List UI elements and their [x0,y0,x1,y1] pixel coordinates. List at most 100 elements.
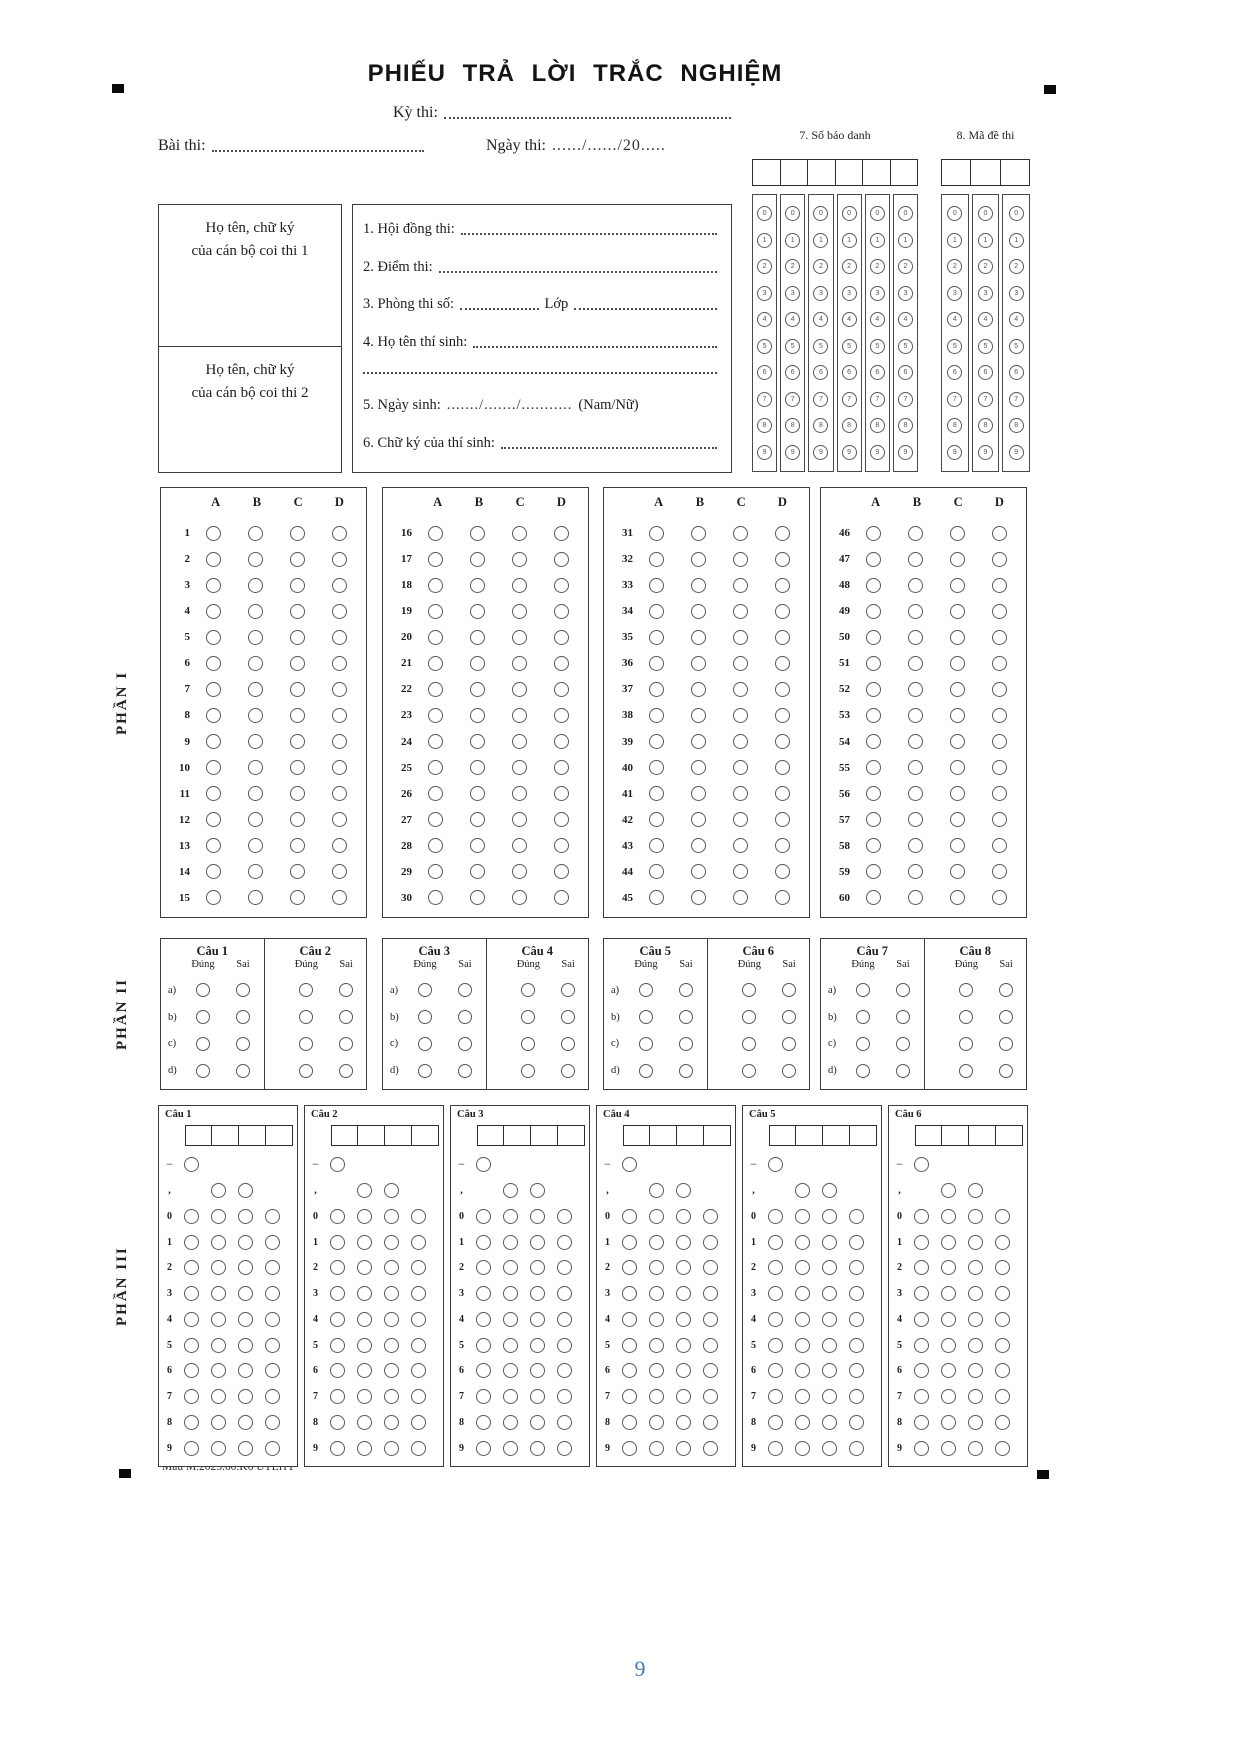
bubble-p3-cau-2-digit-8-col2[interactable] [357,1414,372,1430]
bubble-cau-5-a-sai[interactable] [679,983,693,998]
bubble-p3-cau-4-comma-col3[interactable] [676,1183,691,1199]
bubble-q60-B[interactable] [908,890,924,906]
bubble-q60-C[interactable] [949,890,965,906]
bubble-q37-B[interactable] [691,681,707,697]
sbd-write-cell-2[interactable] [779,160,808,185]
bubble-q26-C[interactable] [511,786,527,802]
bubble-q6-B[interactable] [248,655,264,671]
p3-cau-6-write-cell-2[interactable] [942,1125,969,1146]
bubble-p3-cau-2-digit-5-col3[interactable] [384,1337,399,1353]
bubble-q33-A[interactable] [649,577,665,593]
bubble-q50-D[interactable] [991,629,1007,645]
bubble-q48-B[interactable] [908,577,924,593]
bubble-q16-A[interactable] [428,525,444,541]
bubble-sbd-col1-digit-4[interactable]: 4 [757,312,773,328]
ngay-thi-field[interactable]: ....../....../20..... [552,137,666,154]
bubble-q13-C[interactable] [289,838,305,854]
bubble-q22-B[interactable] [470,681,486,697]
bubble-p3-cau-3-digit-4-col4[interactable] [557,1311,572,1327]
bubble-sbd-col2-digit-7[interactable]: 7 [785,391,801,407]
bubble-p3-cau-1-digit-5-col1[interactable] [184,1337,199,1353]
bubble-sbd-col5-digit-9[interactable]: 9 [869,444,885,460]
bubble-p3-cau-4-digit-3-col1[interactable] [622,1286,637,1302]
p3-cau-5-write-cell-3[interactable] [823,1125,850,1146]
ngay-sinh-field[interactable]: ......./......./........... [446,397,573,414]
bubble-q34-D[interactable] [774,603,790,619]
bubble-p3-cau-3-digit-3-col1[interactable] [476,1286,491,1302]
bubble-q6-D[interactable] [331,655,347,671]
bubble-p3-cau-6-digit-2-col4[interactable] [995,1260,1010,1276]
bubble-p3-cau-5-digit-7-col4[interactable] [849,1389,864,1405]
p3-cau-6-write-cell-3[interactable] [969,1125,996,1146]
bubble-cau-4-d-dung[interactable] [521,1063,536,1078]
bubble-q10-C[interactable] [289,760,305,776]
bubble-cau-1-b-dung[interactable] [196,1010,210,1025]
bubble-cau-4-c-dung[interactable] [521,1036,536,1051]
bubble-cau-8-c-dung[interactable] [959,1036,974,1051]
bubble-q29-A[interactable] [428,864,444,880]
bubble-p3-cau-3-digit-9-col4[interactable] [557,1440,572,1456]
ky-thi-field[interactable] [443,117,731,119]
bubble-q27-B[interactable] [470,812,486,828]
bubble-p3-cau-2-digit-3-col4[interactable] [411,1286,426,1302]
bubble-p3-cau-2-digit-0-col1[interactable] [330,1208,345,1224]
bubble-sbd-col3-digit-0[interactable]: 0 [813,206,829,222]
bubble-p3-cau-2-digit-2-col4[interactable] [411,1260,426,1276]
bubble-p3-cau-2-digit-4-col4[interactable] [411,1311,426,1327]
bubble-cau-8-a-dung[interactable] [959,983,974,998]
bubble-p3-cau-3-digit-8-col4[interactable] [557,1414,572,1430]
bubble-p3-cau-1-digit-3-col2[interactable] [211,1286,226,1302]
bubble-q5-D[interactable] [331,629,347,645]
bubble-q59-D[interactable] [991,864,1007,880]
bubble-p3-cau-3-digit-8-col3[interactable] [530,1414,545,1430]
bubble-q39-B[interactable] [691,734,707,750]
bubble-p3-cau-4-digit-1-col1[interactable] [622,1234,637,1250]
p3-cau-3-write-cell-3[interactable] [531,1125,558,1146]
bubble-made-col1-digit-0[interactable]: 0 [947,206,963,222]
bubble-q4-C[interactable] [289,603,305,619]
bubble-cau-6-b-sai[interactable] [782,1010,797,1025]
bubble-sbd-col5-digit-2[interactable]: 2 [869,259,885,275]
bubble-sbd-col2-digit-1[interactable]: 1 [785,232,801,248]
bubble-q41-C[interactable] [732,786,748,802]
bubble-p3-cau-3-digit-4-col2[interactable] [503,1311,518,1327]
bubble-q59-A[interactable] [866,864,882,880]
bubble-q46-A[interactable] [866,525,882,541]
bubble-p3-cau-5-digit-4-col1[interactable] [768,1311,783,1327]
bubble-p3-cau-2-digit-9-col4[interactable] [411,1440,426,1456]
bubble-p3-cau-5-digit-3-col2[interactable] [795,1286,810,1302]
bubble-p3-cau-2-digit-8-col4[interactable] [411,1414,426,1430]
bubble-q1-B[interactable] [248,525,264,541]
bubble-p3-cau-5-digit-8-col3[interactable] [822,1414,837,1430]
bubble-p3-cau-3-digit-5-col3[interactable] [530,1337,545,1353]
chu-ky-field[interactable] [500,446,717,449]
bubble-sbd-col5-digit-5[interactable]: 5 [869,338,885,354]
lop-field[interactable] [574,308,717,311]
bubble-cau-3-d-dung[interactable] [418,1063,432,1078]
bubble-made-col3-digit-1[interactable]: 1 [1008,232,1024,248]
bubble-cau-4-b-dung[interactable] [521,1010,536,1025]
bubble-p3-cau-2-comma-col3[interactable] [384,1183,399,1199]
bubble-q40-A[interactable] [649,760,665,776]
bubble-q46-D[interactable] [991,525,1007,541]
bubble-p3-cau-3-minus-col1[interactable] [476,1157,491,1173]
bubble-p3-cau-1-digit-4-col3[interactable] [238,1311,253,1327]
bubble-sbd-col2-digit-4[interactable]: 4 [785,312,801,328]
bubble-p3-cau-2-digit-4-col3[interactable] [384,1311,399,1327]
sbd-write-cell-3[interactable] [807,160,835,185]
bubble-sbd-col4-digit-9[interactable]: 9 [841,444,857,460]
bubble-q47-A[interactable] [866,551,882,567]
bubble-p3-cau-4-digit-8-col1[interactable] [622,1414,637,1430]
p3-cau-4-write-cell-1[interactable] [623,1125,650,1146]
bubble-q35-D[interactable] [774,629,790,645]
made-write-cell-3[interactable] [999,160,1029,185]
bubble-q45-A[interactable] [649,890,665,906]
bubble-made-col2-digit-1[interactable]: 1 [978,232,993,248]
bubble-q12-A[interactable] [206,812,222,828]
bubble-p3-cau-5-digit-7-col2[interactable] [795,1389,810,1405]
bubble-p3-cau-4-digit-5-col3[interactable] [676,1337,691,1353]
bubble-sbd-col3-digit-9[interactable]: 9 [813,444,829,460]
bubble-q50-B[interactable] [908,629,924,645]
bubble-q11-A[interactable] [206,786,222,802]
bubble-p3-cau-1-digit-7-col2[interactable] [211,1389,226,1405]
